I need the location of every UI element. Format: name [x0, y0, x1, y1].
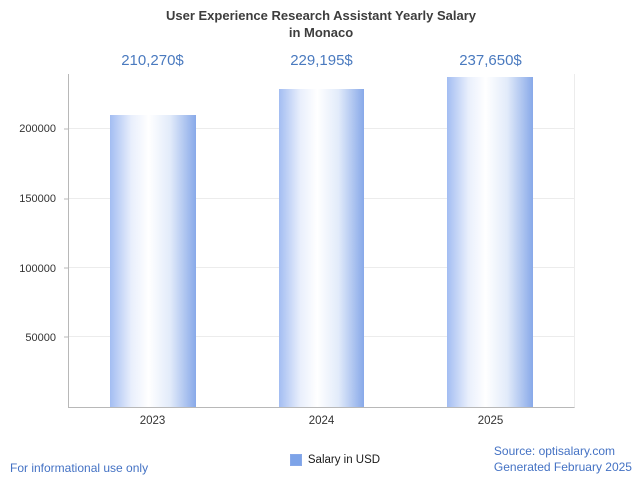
y-tick-label: 100000 [19, 262, 56, 275]
salary-bar-2023[interactable] [110, 115, 197, 407]
y-tick-mark [64, 336, 69, 338]
legend-swatch-icon [289, 454, 302, 466]
y-axis: 50000 100000 150000 200000 [0, 74, 68, 408]
chart-title-line1: User Experience Research Assistant Yearl… [165, 8, 477, 23]
source-line: Source: optisalary.com [493, 443, 616, 458]
source-info: Source: optisalary.com Generated Februar… [494, 443, 632, 475]
x-tick-label: 2025 [477, 414, 504, 427]
legend-label: Salary in USD [307, 454, 381, 466]
y-tick-mark [64, 198, 69, 200]
y-tick-mark [64, 267, 69, 269]
x-axis-labels: 2023 2024 2025 [68, 408, 575, 427]
y-tick-label: 50000 [25, 332, 56, 345]
bar-value-label: 229,195$ [290, 51, 353, 69]
y-tick-mark [64, 128, 69, 130]
chart-title-line2: in Monaco [288, 24, 354, 40]
y-tick-label: 200000 [19, 123, 56, 136]
plot-area [64, 73, 575, 408]
salary-bar-2024[interactable] [278, 88, 365, 407]
x-tick-label: 2023 [139, 414, 166, 427]
bar-slot [69, 74, 237, 407]
legend-item[interactable]: Salary in USD [289, 454, 381, 466]
x-tick-label: 2024 [308, 414, 335, 427]
bar-slot [237, 74, 405, 407]
bar-slot [406, 74, 574, 407]
bar-value-labels: 210,270$ 229,195$ 237,650$ [68, 52, 575, 74]
bar-value-label: 210,270$ [121, 51, 184, 69]
plot-row: 50000 100000 150000 200000 [0, 73, 642, 408]
salary-bar-2025[interactable] [446, 77, 533, 407]
footer-bar: For informational use only Salary in USD… [0, 427, 642, 482]
generated-line: Generated February 2025 [493, 459, 632, 474]
chart-title: User Experience Research Assistant Yearl… [0, 8, 642, 42]
bar-value-label: 237,650$ [459, 51, 522, 69]
disclaimer-text: For informational use only [10, 461, 149, 475]
y-tick-label: 150000 [19, 193, 56, 206]
